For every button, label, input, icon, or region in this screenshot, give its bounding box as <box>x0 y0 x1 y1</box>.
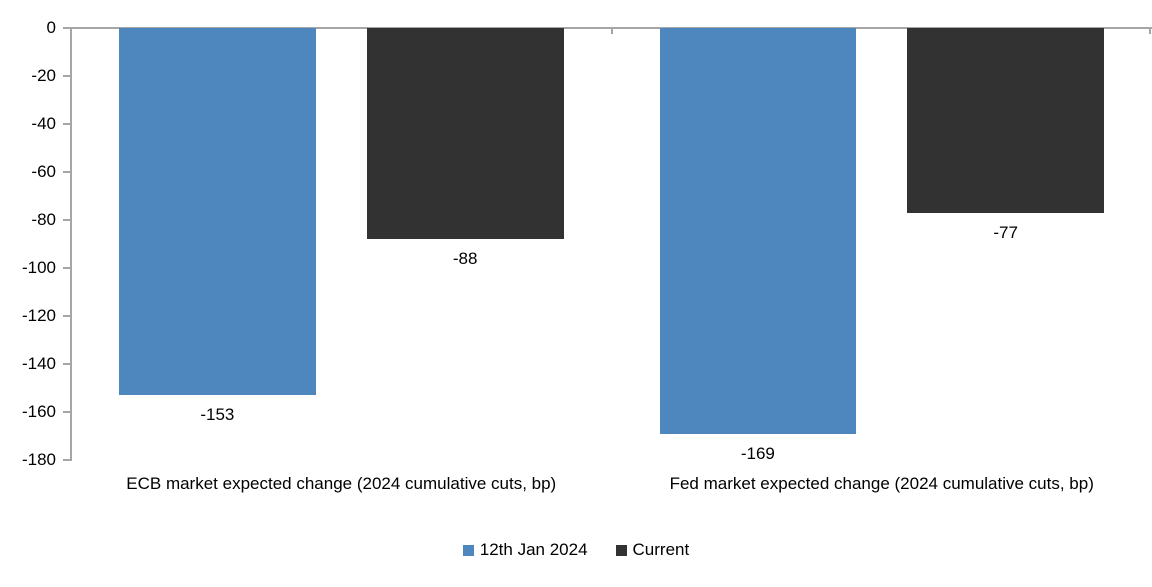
y-tick-label: -120 <box>21 306 56 325</box>
bar <box>119 28 316 396</box>
y-tick-mark <box>63 75 70 77</box>
y-axis-line <box>70 27 72 461</box>
y-tick-label: -60 <box>31 162 56 181</box>
y-tick-mark <box>63 315 70 317</box>
bar <box>659 28 857 434</box>
y-tick-mark <box>63 123 70 125</box>
bar-value-label: -169 <box>740 443 775 463</box>
category-tick-mark <box>610 29 613 34</box>
y-tick-mark <box>63 171 70 173</box>
legend-item: 12th Jan 2024 <box>462 540 588 560</box>
legend: 12th Jan 2024 Current <box>0 540 1152 560</box>
bar-value-label: -88 <box>452 249 478 269</box>
legend-label: Current <box>632 540 690 559</box>
y-tick-label: -180 <box>21 450 56 469</box>
legend-item: Current <box>615 540 690 560</box>
bar-value-label: -77 <box>993 222 1018 242</box>
legend-swatch <box>615 544 627 556</box>
y-tick-label: -100 <box>21 258 56 277</box>
y-tick-mark <box>63 459 70 461</box>
y-tick-label: -140 <box>21 354 56 373</box>
y-tick-mark <box>63 363 70 365</box>
category-label: Fed market expected change (2024 cumulat… <box>669 474 1094 493</box>
y-tick-mark <box>63 267 70 269</box>
y-tick-label: -20 <box>31 66 56 85</box>
category-tick-mark <box>1149 29 1151 34</box>
legend-label: 12th Jan 2024 <box>479 540 588 559</box>
bar <box>907 28 1104 213</box>
y-tick-mark <box>63 27 70 29</box>
y-tick-label: -80 <box>31 210 56 229</box>
y-tick-mark <box>63 219 70 221</box>
y-tick-label: 0 <box>46 18 56 37</box>
y-tick-label: -160 <box>21 402 56 421</box>
category-label: ECB market expected change (2024 cumulat… <box>126 474 557 493</box>
bar-value-label: -153 <box>200 405 235 425</box>
legend-swatch <box>462 544 474 556</box>
y-tick-label: -40 <box>31 114 56 133</box>
y-tick-mark <box>63 411 70 413</box>
x-axis-zero-line <box>64 27 1152 29</box>
bar <box>366 28 564 240</box>
